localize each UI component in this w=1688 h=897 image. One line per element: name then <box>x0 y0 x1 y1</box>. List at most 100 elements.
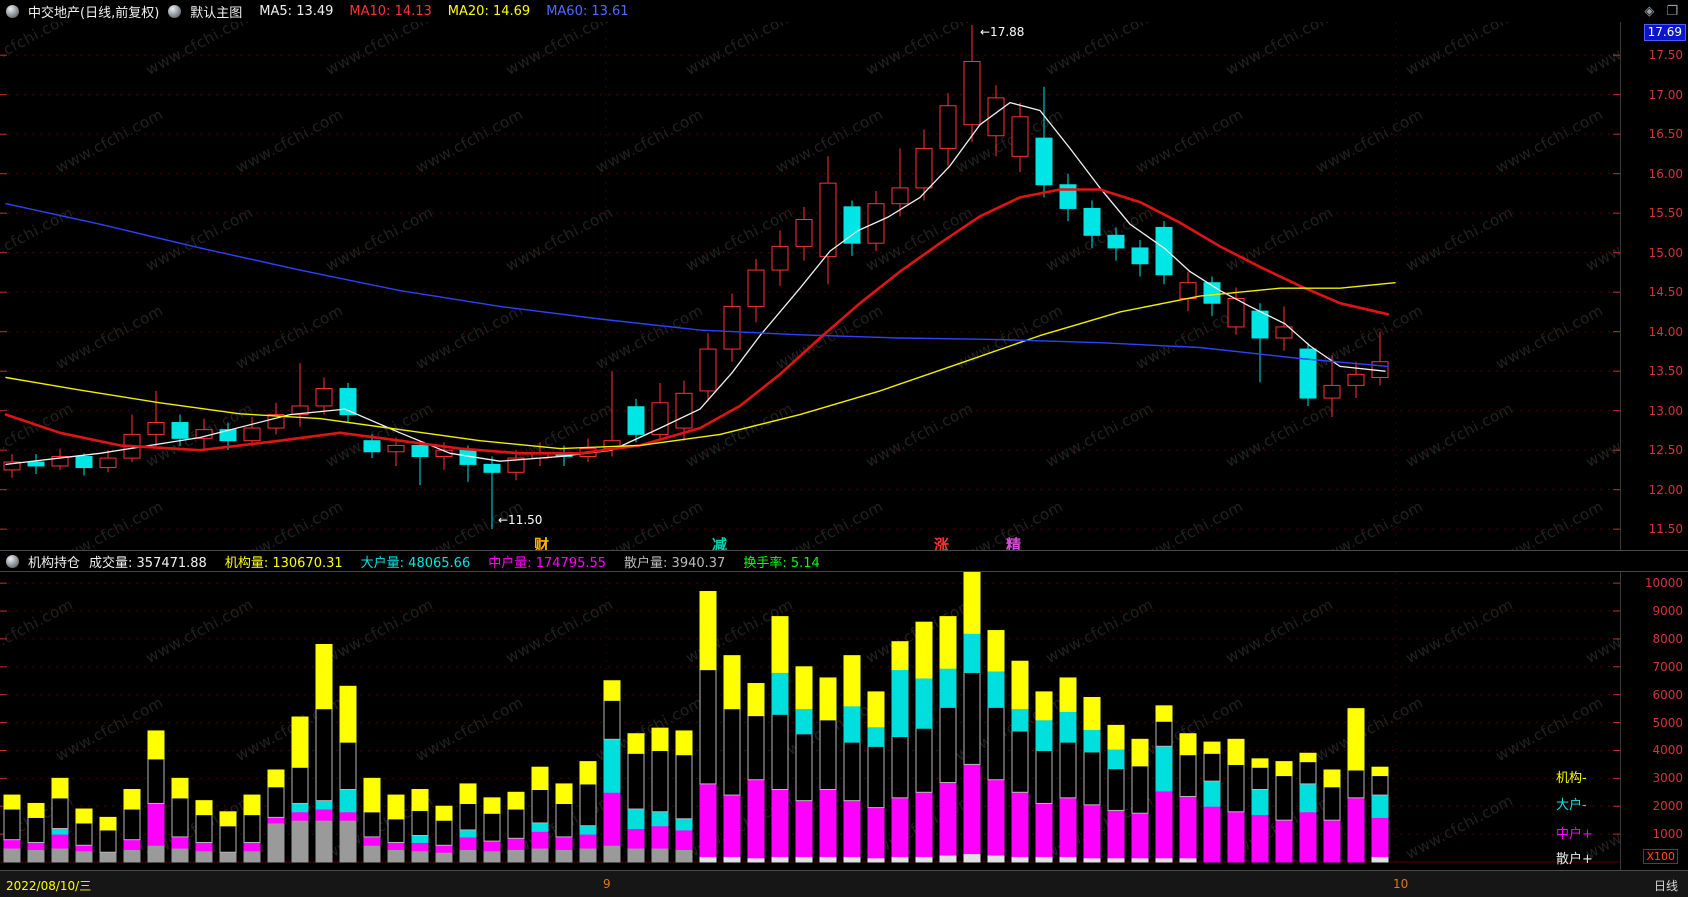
volume-bar-segment-Y <box>1371 766 1389 777</box>
candle-body <box>939 105 957 149</box>
price-axis-label: 17.00 <box>1648 87 1683 102</box>
price-axis-label: 15.50 <box>1648 206 1683 221</box>
volume-bar-segment-C <box>627 808 645 830</box>
candle-body <box>1251 310 1269 339</box>
bottom-status-bar: 2022/08/10/三 日线 9 10 <box>0 870 1688 897</box>
price-axis-label: 11.50 <box>1648 522 1683 537</box>
volume-bar-segment-K <box>1227 763 1245 813</box>
volume-bar-segment-K <box>1155 720 1173 747</box>
volume-bar-segment-M <box>243 841 261 852</box>
ma-label: MA10: 14.13 <box>349 3 432 19</box>
volume-bar-segment-M <box>507 837 525 850</box>
volume-bar-segment-C <box>1107 748 1125 770</box>
volume-bar-segment-Y <box>147 730 165 760</box>
volume-bar-segment-M <box>147 802 165 846</box>
volume-bar-segment-C <box>939 667 957 708</box>
volume-bar-segment-G <box>75 850 93 863</box>
price-axis-label: 17.50 <box>1648 48 1683 63</box>
volume-bar-segment-K <box>123 808 141 841</box>
app-logo-icon[interactable] <box>6 4 19 18</box>
window-restore-icon[interactable]: ❐ <box>1666 3 1678 19</box>
volume-bar-segment-C <box>1035 719 1053 751</box>
stat-value: 换手率: 5.14 <box>743 555 820 571</box>
volume-bar-segment-W <box>1371 855 1389 863</box>
symbol-title: 中交地产(日线,前复权) <box>28 5 160 21</box>
volume-bar-segment-M <box>267 816 285 824</box>
candle-body <box>243 427 261 442</box>
volume-bar-segment-M <box>1155 790 1173 859</box>
volume-bar-segment-C <box>603 738 621 793</box>
candle-body <box>1227 298 1245 328</box>
layout-label[interactable]: 默认主图 <box>190 5 243 21</box>
volume-bar-segment-K <box>315 708 333 802</box>
volume-bar-segment-W <box>771 855 789 863</box>
first-bar-date: 2022/08/10/三 <box>6 879 92 893</box>
volume-bar-segment-M <box>1323 819 1341 863</box>
volume-bar-segment-K <box>195 814 213 843</box>
candle-body <box>27 461 45 467</box>
volume-bar-segment-C <box>339 789 357 813</box>
price-axis-label: 13.00 <box>1648 403 1683 418</box>
volume-bar-segment-G <box>363 844 381 863</box>
indicator-stats: 成交量: 357471.88 机构量: 130670.31 大户量: 48065.6… <box>89 552 820 571</box>
volume-bar-segment-K <box>867 745 885 809</box>
candle-body <box>507 457 525 473</box>
volume-bar-segment-W <box>891 855 909 863</box>
volume-axis-label: 8000 <box>1652 631 1683 646</box>
volume-bar-segment-M <box>1227 811 1245 863</box>
volume-bar-segment-Y <box>1275 761 1293 777</box>
volume-bar-segment-K <box>675 754 693 820</box>
volume-bar-segment-M <box>963 763 981 855</box>
price-axis-label: 15.00 <box>1648 245 1683 260</box>
price-plot-area[interactable]: ←17.88 ←11.50 <box>0 22 1620 550</box>
volume-bar-segment-Y <box>939 616 957 669</box>
volume-bar-segment-M <box>315 808 333 821</box>
volume-bar-segment-Y <box>1107 724 1125 750</box>
volume-bar-segment-K <box>339 741 357 791</box>
indicator-name[interactable]: 机构持仓 <box>28 555 81 571</box>
main-layout-icon[interactable] <box>168 4 182 18</box>
volume-axis-label: 5000 <box>1652 715 1683 730</box>
volume-bar-segment-G <box>579 847 597 863</box>
ma-value-labels: MA5: 13.49 MA10: 14.13 MA20: 14.69 MA60: 13… <box>259 4 628 19</box>
candle-body <box>651 402 669 435</box>
period-label[interactable]: 日线 <box>1653 879 1678 893</box>
candle-body <box>99 457 117 469</box>
price-annotation: ←17.88 <box>980 25 1024 39</box>
volume-bar-segment-M <box>987 779 1005 856</box>
volume-bar-segment-M <box>171 836 189 849</box>
volume-bar-segment-W <box>867 857 885 863</box>
indicator-icon[interactable] <box>6 554 19 568</box>
volume-bar-segment-M <box>819 789 837 857</box>
volume-bar-segment-K <box>963 671 981 765</box>
volume-axis-label: 2000 <box>1652 799 1683 814</box>
volume-bar-segment-K <box>1347 769 1365 799</box>
volume-bar-segment-G <box>147 844 165 863</box>
volume-bar-segment-Y <box>891 641 909 671</box>
diamond-icon[interactable]: ◈ <box>1644 3 1655 19</box>
volume-axis[interactable]: 10000 9000 8000 7000 6000 5000 4000 3000 2000 100… <box>1620 572 1688 870</box>
volume-bar-segment-K <box>291 766 309 804</box>
legend-item: 机构- <box>1556 771 1587 786</box>
price-chart-panel[interactable]: ←17.88 ←11.50 财 减 涨 精 <box>0 22 1620 554</box>
volume-bar-segment-G <box>483 850 501 863</box>
volume-bar-segment-C <box>411 835 429 843</box>
volume-bar-segment-K <box>1059 741 1077 799</box>
volume-bar-segment-K <box>3 808 21 841</box>
volume-bar-segment-M <box>435 844 453 853</box>
price-axis[interactable]: 17.69 17.50 17.00 16.50 16.00 15.50 15.00 14.5… <box>1620 22 1688 550</box>
candle-body <box>1035 137 1053 186</box>
volume-bar-segment-C <box>1083 729 1101 753</box>
volume-chart-panel[interactable]: 机构- 大户- 中户+ 散户+ <box>0 572 1620 870</box>
candle-body <box>867 203 885 244</box>
price-axis-label: 12.00 <box>1648 482 1683 497</box>
volume-bar-segment-K <box>579 783 597 827</box>
volume-bar-segment-Y <box>987 630 1005 672</box>
volume-axis-label: 3000 <box>1652 771 1683 786</box>
volume-bar-segment-K <box>51 797 69 830</box>
volume-bar-segment-G <box>291 819 309 863</box>
volume-plot-area[interactable] <box>0 572 1620 870</box>
volume-bar-segment-M <box>867 807 885 859</box>
volume-bar-segment-W <box>963 853 981 863</box>
volume-bar-segment-K <box>267 786 285 818</box>
